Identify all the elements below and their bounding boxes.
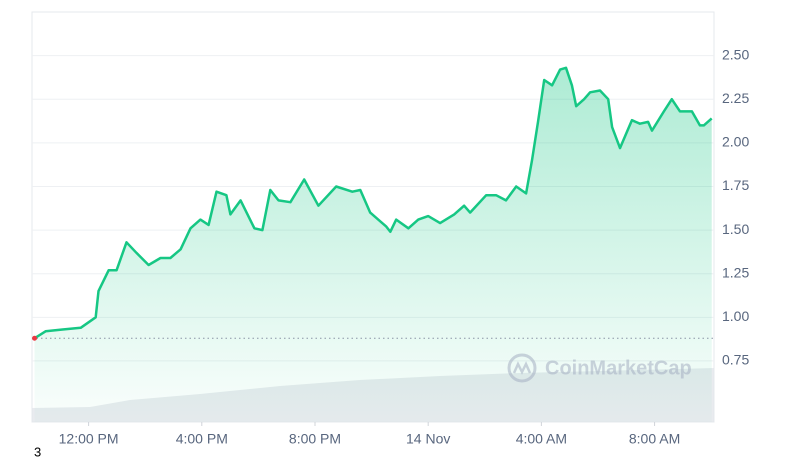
- corner-text: 3: [34, 444, 41, 459]
- y-tick-label: 1.00: [722, 308, 749, 324]
- x-tick-label: 12:00 PM: [59, 431, 119, 447]
- x-tick-label: 8:00 AM: [629, 431, 680, 447]
- x-tick-label: 4:00 AM: [516, 431, 567, 447]
- y-tick-label: 2.25: [722, 90, 749, 106]
- x-tick-label: 14 Nov: [406, 431, 450, 447]
- y-tick-label: 2.00: [722, 134, 749, 150]
- y-tick-label: 1.50: [722, 221, 749, 237]
- y-tick-label: 1.25: [722, 264, 749, 280]
- price-area: [34, 67, 712, 423]
- y-tick-label: 2.50: [722, 46, 749, 62]
- start-dot: [32, 335, 38, 341]
- price-line: [33, 66, 713, 340]
- x-tick-label: 8:00 PM: [289, 431, 341, 447]
- y-tick-label: 1.75: [722, 177, 749, 193]
- watermark: CoinMarketCap: [507, 353, 692, 383]
- watermark-text: CoinMarketCap: [545, 357, 692, 379]
- y-tick-label: 0.75: [722, 352, 749, 368]
- x-tick-label: 4:00 PM: [176, 431, 228, 447]
